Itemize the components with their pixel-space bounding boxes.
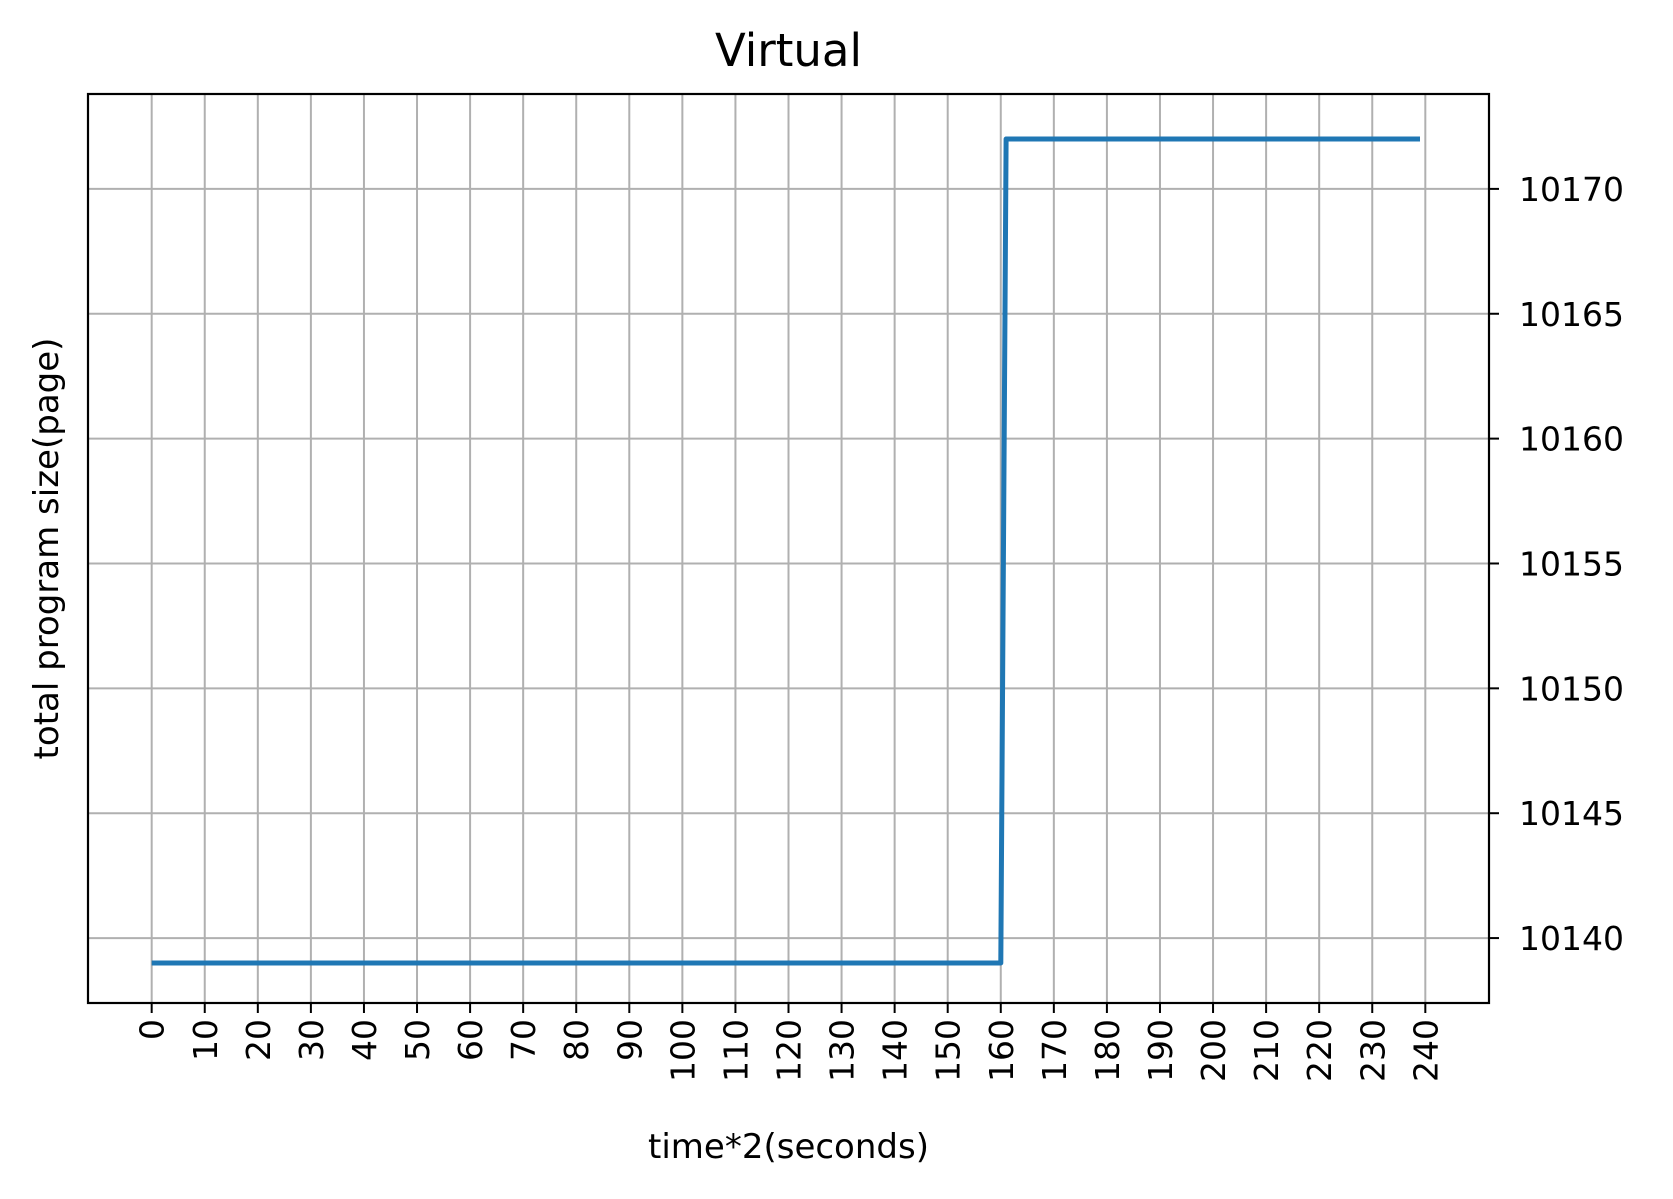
- x-tick-label: 70: [504, 1019, 543, 1061]
- x-tick-label: 100: [663, 1019, 702, 1082]
- x-tick-label: 40: [345, 1019, 384, 1061]
- x-tick-label: 150: [929, 1019, 968, 1082]
- x-tick-label: 170: [1035, 1019, 1074, 1082]
- x-tick-label: 110: [716, 1019, 755, 1082]
- x-tick-label: 120: [770, 1019, 809, 1082]
- y-tick-label: 10170: [1519, 170, 1624, 209]
- x-tick-label: 80: [557, 1019, 596, 1061]
- x-tick-label: 130: [823, 1019, 862, 1082]
- x-axis-label: time*2(seconds): [648, 1127, 929, 1167]
- x-tick-label: 160: [982, 1019, 1021, 1082]
- x-tick-label: 190: [1141, 1019, 1180, 1082]
- ticks: 0 10 20 30 40 50 60 70 80 90 100 110 120 130 140 150 160…: [133, 170, 1624, 1082]
- grid: [88, 94, 1489, 1003]
- x-tick-label: 210: [1247, 1019, 1286, 1082]
- y-tick-label: 10140: [1519, 919, 1624, 958]
- x-tick-label: 30: [292, 1019, 331, 1061]
- x-tick-label: 0: [133, 1019, 172, 1040]
- series-layer: [151, 136, 1420, 966]
- y-axis-label: total program size(page): [27, 338, 67, 760]
- x-tick-label: 140: [876, 1019, 915, 1082]
- series-line: [151, 136, 1420, 966]
- x-tick-label: 240: [1406, 1019, 1445, 1082]
- y-tick-label: 10155: [1519, 544, 1624, 583]
- y-tick-label: 10145: [1519, 794, 1624, 833]
- x-tick-label: 60: [451, 1019, 490, 1061]
- x-tick-label: 10: [186, 1019, 225, 1061]
- x-tick-label: 20: [239, 1019, 278, 1061]
- x-tick-label: 200: [1194, 1019, 1233, 1082]
- x-tick-label: 90: [610, 1019, 649, 1061]
- y-tick-label: 10150: [1519, 669, 1624, 708]
- x-tick-label: 180: [1088, 1019, 1127, 1082]
- y-tick-label: 10160: [1519, 420, 1624, 459]
- chart-title: Virtual: [715, 24, 862, 77]
- y-tick-label: 10165: [1519, 295, 1624, 334]
- x-tick-label: 230: [1353, 1019, 1392, 1082]
- x-tick-label: 50: [398, 1019, 437, 1061]
- x-tick-label: 220: [1300, 1019, 1339, 1082]
